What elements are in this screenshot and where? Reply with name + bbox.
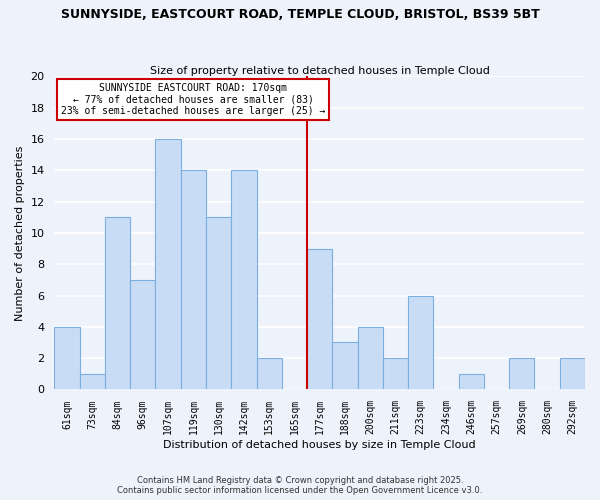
Bar xyxy=(105,217,130,390)
Bar xyxy=(383,358,408,390)
Bar xyxy=(55,327,80,390)
Bar xyxy=(130,280,155,390)
Bar xyxy=(458,374,484,390)
Bar xyxy=(80,374,105,390)
Title: Size of property relative to detached houses in Temple Cloud: Size of property relative to detached ho… xyxy=(150,66,490,76)
Bar xyxy=(181,170,206,390)
Bar xyxy=(307,248,332,390)
Bar xyxy=(155,139,181,390)
X-axis label: Distribution of detached houses by size in Temple Cloud: Distribution of detached houses by size … xyxy=(163,440,476,450)
Bar xyxy=(509,358,535,390)
Bar xyxy=(332,342,358,390)
Bar xyxy=(231,170,257,390)
Bar xyxy=(560,358,585,390)
Text: SUNNYSIDE, EASTCOURT ROAD, TEMPLE CLOUD, BRISTOL, BS39 5BT: SUNNYSIDE, EASTCOURT ROAD, TEMPLE CLOUD,… xyxy=(61,8,539,20)
Bar xyxy=(408,296,433,390)
Text: Contains HM Land Registry data © Crown copyright and database right 2025.
Contai: Contains HM Land Registry data © Crown c… xyxy=(118,476,482,495)
Bar xyxy=(206,217,231,390)
Y-axis label: Number of detached properties: Number of detached properties xyxy=(15,145,25,320)
Bar xyxy=(358,327,383,390)
Bar xyxy=(257,358,282,390)
Text: SUNNYSIDE EASTCOURT ROAD: 170sqm
← 77% of detached houses are smaller (83)
23% o: SUNNYSIDE EASTCOURT ROAD: 170sqm ← 77% o… xyxy=(61,82,326,116)
